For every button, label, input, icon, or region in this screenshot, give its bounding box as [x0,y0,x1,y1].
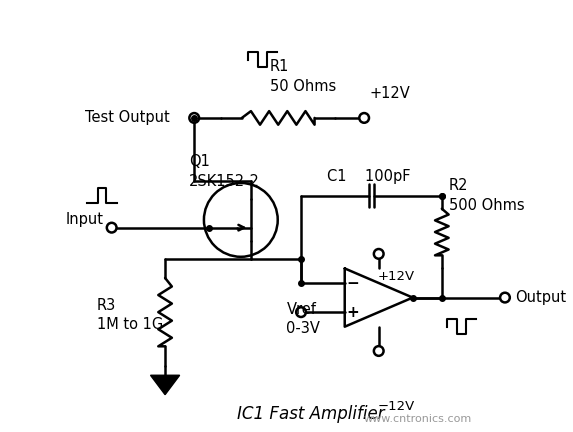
Text: C1    100pF: C1 100pF [327,168,411,184]
Text: R1
50 Ohms: R1 50 Ohms [270,59,336,94]
Text: Q1
2SK152-2: Q1 2SK152-2 [189,154,260,189]
Text: IC1 Fast Amplifier: IC1 Fast Amplifier [237,405,384,423]
Text: +: + [346,305,359,320]
Circle shape [500,293,510,302]
Polygon shape [151,375,180,395]
Text: +12V: +12V [369,86,410,101]
Circle shape [296,307,306,317]
Circle shape [359,113,369,123]
Text: R2
500 Ohms: R2 500 Ohms [449,178,524,213]
Text: R3
1M to 1G: R3 1M to 1G [97,298,163,333]
Text: Test Output: Test Output [85,111,170,125]
Circle shape [374,249,383,259]
Circle shape [374,346,383,356]
Text: +12V: +12V [378,270,415,283]
Text: −: − [346,276,359,290]
Text: Output: Output [515,290,566,305]
Text: www.cntronics.com: www.cntronics.com [363,414,472,424]
Circle shape [189,113,199,123]
Text: −12V: −12V [378,400,415,413]
Circle shape [107,223,116,232]
Text: Vref
0-3V: Vref 0-3V [286,302,320,337]
Text: Input: Input [66,213,104,227]
Circle shape [204,183,278,257]
